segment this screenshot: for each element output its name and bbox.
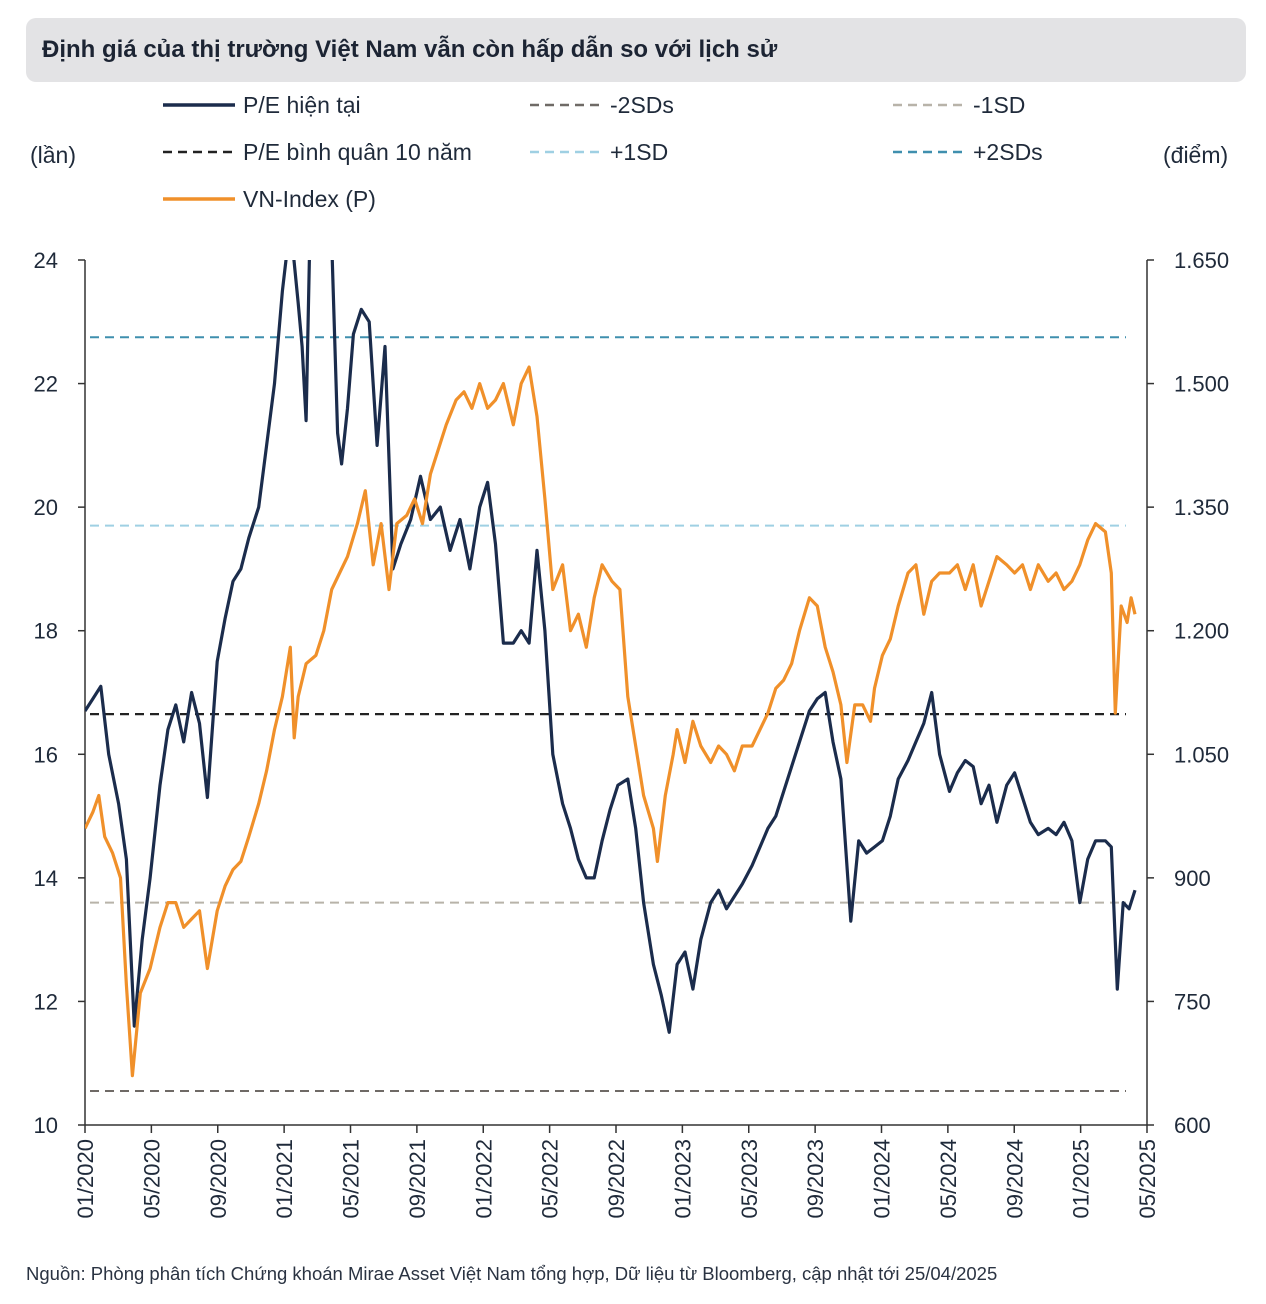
legend-label-plus2sd: +2SDs [973,138,1043,165]
legend-item-plus2sd: +2SDs [893,137,1043,167]
legend-swatch-minus2sd [530,103,602,107]
legend-label-minus1sd: -1SD [973,91,1026,118]
x-tick-label: 01/2021 [272,1139,297,1219]
x-tick-label: 09/2023 [803,1139,828,1219]
legend-item-pe: P/E hiện tại [163,90,361,120]
right-tick-label: 600 [1174,1113,1211,1138]
right-axis-unit: (điểm) [1163,142,1229,168]
left-tick-label: 18 [34,619,58,644]
right-tick-label: 900 [1174,866,1211,891]
legend-swatch-pe [163,103,235,107]
x-tick-label: 05/2025 [1135,1139,1160,1219]
x-tick-label: 01/2024 [870,1139,895,1219]
left-tick-label: 20 [34,495,58,520]
x-tick-label: 05/2024 [936,1139,961,1219]
right-tick-label: 1.350 [1174,495,1229,520]
left-tick-label: 10 [34,1113,58,1138]
left-tick-label: 16 [34,742,58,767]
x-tick-label: 01/2023 [670,1139,695,1219]
x-tick-label: 09/2022 [604,1139,629,1219]
legend-label-vnindex: VN-Index (P) [243,185,376,212]
left-axis-unit: (lần) [30,142,77,168]
legend-swatch-vnindex [163,197,235,201]
legend-label-minus2sd: -2SDs [610,91,674,118]
right-tick-label: 1.200 [1174,619,1229,644]
legend-item-minus1sd: -1SD [893,90,1025,120]
x-tick-label: 09/2021 [405,1139,430,1219]
legend-swatch-plus2sd [893,150,965,154]
x-tick-label: 01/2020 [73,1139,98,1219]
left-tick-label: 24 [34,248,58,273]
legend-swatch-minus1sd [893,103,965,107]
x-tick-label: 09/2020 [206,1139,231,1219]
x-tick-label: 05/2022 [538,1139,563,1219]
left-tick-label: 14 [34,866,58,891]
legend-item-vnindex: VN-Index (P) [163,184,376,214]
vnindex-series-line [85,365,1137,1078]
right-tick-label: 1.650 [1174,248,1229,273]
x-tick-label: 09/2024 [1002,1139,1027,1219]
chart-title: Định giá của thị trường Việt Nam vẫn còn… [42,36,778,63]
legend-label-mean: P/E bình quân 10 năm [243,138,472,165]
left-tick-label: 22 [34,372,58,397]
x-tick-label: 05/2023 [737,1139,762,1219]
source-note: Nguồn: Phòng phân tích Chứng khoán Mirae… [26,1263,998,1284]
title-bar: Định giá của thị trường Việt Nam vẫn còn… [26,18,1246,82]
legend-item-plus1sd: +1SD [530,137,668,167]
pe-series-line [85,260,1137,1034]
legend-label-plus1sd: +1SD [610,138,669,165]
right-tick-label: 1.500 [1174,372,1229,397]
x-tick-label: 05/2020 [139,1139,164,1219]
legend-swatch-plus1sd [530,150,602,154]
legend-swatch-mean [163,150,235,154]
x-tick-label: 01/2025 [1069,1139,1094,1219]
left-tick-label: 12 [34,989,58,1014]
right-tick-label: 750 [1174,989,1211,1014]
x-tick-label: 05/2021 [339,1139,364,1219]
legend-item-minus2sd: -2SDs [530,90,674,120]
legend-item-mean: P/E bình quân 10 năm [163,137,472,167]
right-tick-label: 1.050 [1174,742,1229,767]
x-tick-label: 01/2022 [471,1139,496,1219]
legend-label-pe: P/E hiện tại [243,91,361,118]
